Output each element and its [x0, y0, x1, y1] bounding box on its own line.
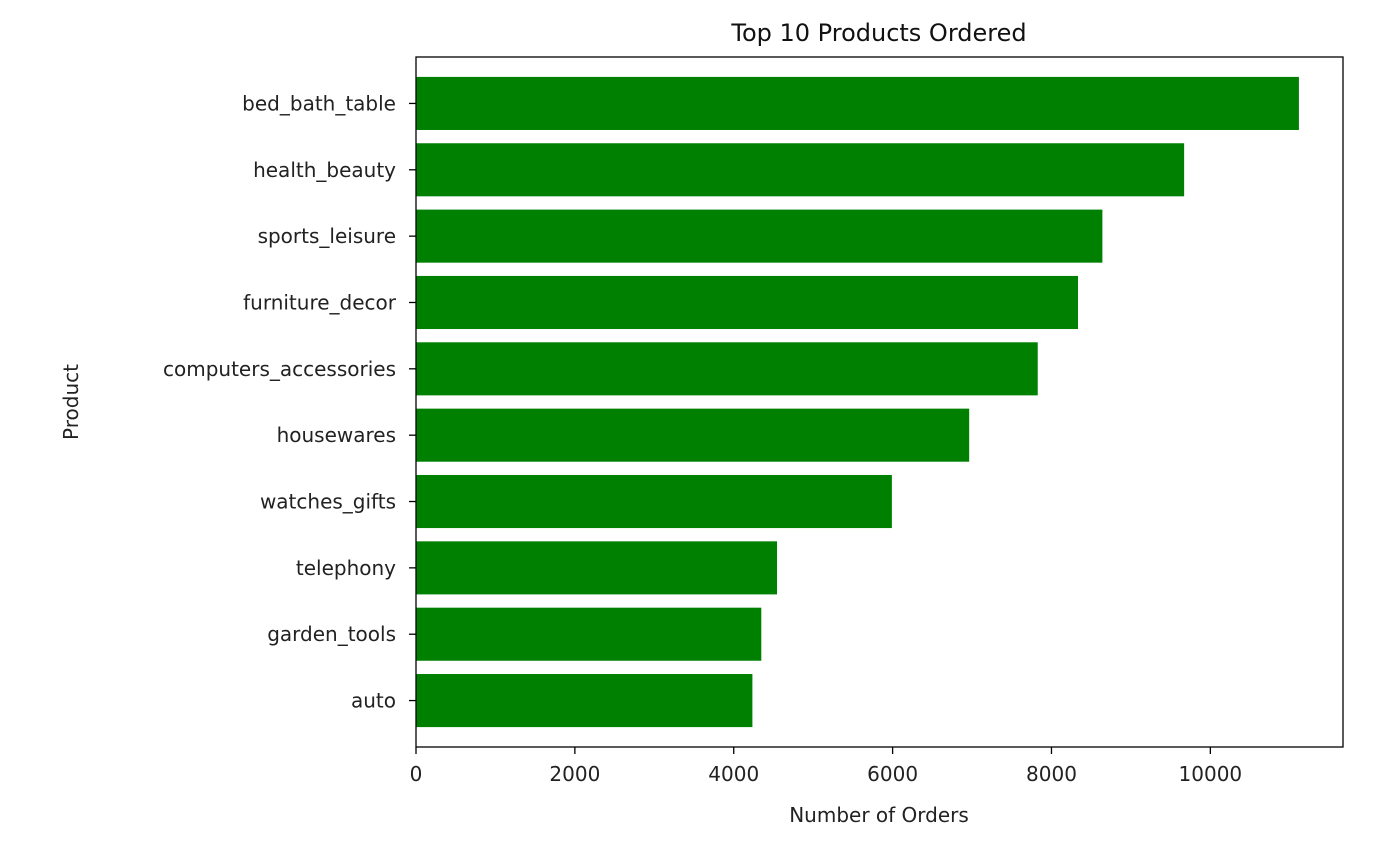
y-tick-label: auto	[351, 689, 396, 713]
bar-sports-leisure	[416, 209, 1103, 263]
y-tick-label: sports_leisure	[258, 224, 396, 248]
bar-furniture-decor	[416, 275, 1079, 330]
y-tick-label: bed_bath_table	[242, 91, 396, 115]
y-tick-label: telephony	[296, 556, 396, 580]
y-axis-ticks: bed_bath_table health_beauty sports_leisur…	[163, 91, 416, 713]
bar-watches-gifts	[416, 474, 892, 529]
x-tick-label: 10000	[1179, 762, 1243, 786]
x-tick-label: 0	[410, 762, 423, 786]
x-axis-ticks: 0 2000 4000 6000 8000 10000	[410, 747, 1243, 786]
y-tick-label: furniture_decor	[243, 290, 397, 314]
plot-frame	[415, 56, 1344, 748]
y-tick-label: watches_gifts	[260, 490, 396, 514]
chart-title: Top 10 Products Ordered	[730, 19, 1026, 47]
x-tick-label: 8000	[1026, 762, 1077, 786]
y-tick-label: computers_accessories	[163, 357, 396, 381]
x-tick-label: 6000	[867, 762, 918, 786]
bar-health-beauty	[416, 143, 1185, 197]
bar-garden-tools	[416, 607, 762, 661]
bar-computers-accessories	[416, 342, 1038, 396]
y-tick-label: health_beauty	[253, 158, 396, 182]
x-tick-label: 4000	[708, 762, 759, 786]
y-axis-title: Product	[59, 364, 83, 440]
x-axis-title: Number of Orders	[789, 803, 969, 827]
y-tick-label: housewares	[277, 423, 396, 447]
x-tick-label: 2000	[549, 762, 600, 786]
y-tick-label: garden_tools	[267, 622, 396, 646]
bars-group	[416, 76, 1299, 728]
bar-bed-bath-table	[416, 76, 1299, 130]
bar-housewares	[416, 408, 970, 462]
bar-auto	[416, 674, 753, 728]
bar-telephony	[416, 541, 778, 595]
